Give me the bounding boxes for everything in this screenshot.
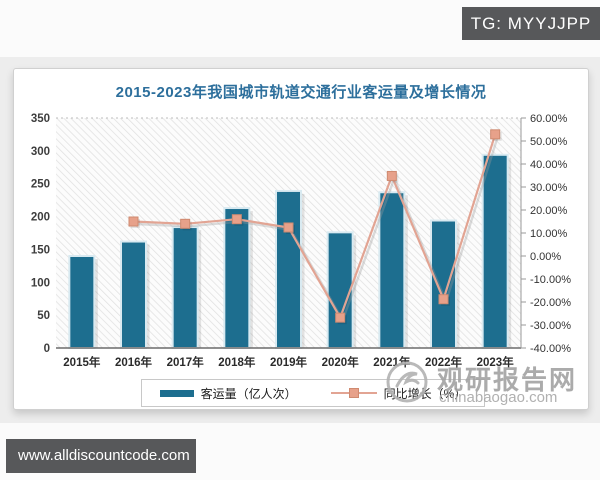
x-axis-labels: 2015年 2016年 2017年 2018年 2019年 2020年 2021年 2022年…	[63, 355, 514, 369]
line-marker	[283, 222, 294, 233]
line-marker	[128, 216, 139, 227]
growth-markers	[128, 129, 502, 325]
tg-badge-text: TG: MYYJJPP	[470, 13, 592, 33]
svg-text:150: 150	[31, 244, 50, 256]
bottom-url-bar: www.alldiscountcode.com	[6, 439, 196, 473]
svg-text:-10.00%: -10.00%	[530, 274, 571, 286]
chart-title: 2015-2023年我国城市轨道交通行业客运量及增长情况	[115, 84, 487, 101]
svg-text:2020年: 2020年	[322, 355, 360, 369]
bottom-url-text: www.alldiscountcode.com	[18, 447, 190, 464]
svg-text:2016年: 2016年	[115, 355, 153, 369]
growth-line	[133, 133, 497, 321]
svg-text:10.00%: 10.00%	[530, 228, 568, 240]
chart-card: 2015-2023年我国城市轨道交通行业客运量及增长情况 0 50 100 150 20…	[13, 68, 589, 410]
svg-text:2021年: 2021年	[373, 355, 411, 369]
svg-text:2017年: 2017年	[167, 355, 205, 369]
svg-text:-30.00%: -30.00%	[530, 320, 571, 332]
line-series-swatch-icon	[330, 388, 377, 398]
bar-series-swatch-icon	[159, 389, 194, 397]
bar	[68, 255, 96, 349]
line-marker	[180, 218, 191, 229]
bar	[275, 189, 302, 349]
legend-label: 同比增长（%）	[383, 386, 467, 401]
svg-text:50.00%: 50.00%	[530, 136, 568, 148]
chinabaogao-logo-icon	[386, 361, 428, 403]
bar	[223, 207, 251, 349]
chart-canvas: 0 50 100 150 200 250 300 350 -40.00% -30.00% -20.0…	[31, 113, 571, 369]
svg-text:0: 0	[44, 343, 50, 355]
svg-text:-40.00%: -40.00%	[530, 343, 571, 355]
svg-text:350: 350	[31, 113, 50, 125]
svg-text:2023年: 2023年	[477, 355, 515, 369]
legend-item-passenger-volume: 客运量（亿人次）	[159, 385, 297, 402]
bar	[430, 219, 457, 349]
bar	[326, 231, 354, 349]
line-marker	[231, 214, 242, 225]
bar	[120, 240, 147, 350]
legend-item-yoy-growth: 同比增长（%）	[330, 385, 467, 402]
svg-text:20.00%: 20.00%	[530, 205, 568, 217]
chart-legend: 客运量（亿人次） 同比增长（%）	[141, 379, 485, 407]
line-marker	[386, 170, 397, 181]
svg-text:300: 300	[31, 146, 50, 158]
bar	[378, 191, 406, 349]
watermark-brand: 观研报告网	[437, 365, 578, 395]
svg-text:60.00%: 60.00%	[530, 113, 568, 125]
svg-text:2015年: 2015年	[63, 355, 101, 369]
bar	[171, 226, 199, 349]
svg-text:-20.00%: -20.00%	[530, 297, 571, 309]
svg-text:200: 200	[31, 212, 50, 224]
line-marker	[438, 294, 449, 305]
bars-group	[68, 153, 512, 350]
watermark-domain: chinabaogao.com	[439, 389, 558, 406]
bar	[481, 153, 509, 349]
svg-text:2018年: 2018年	[218, 355, 256, 369]
svg-text:50: 50	[37, 310, 50, 322]
svg-text:40.00%: 40.00%	[530, 159, 568, 171]
svg-text:250: 250	[31, 179, 50, 191]
line-marker	[335, 312, 346, 323]
line-marker	[490, 129, 501, 140]
tg-badge: TG: MYYJJPP	[462, 7, 600, 40]
svg-text:30.00%: 30.00%	[530, 182, 568, 194]
right-axis-labels: -40.00% -30.00% -20.00% -10.00% 0.00% 10.00% 2…	[521, 113, 571, 355]
svg-text:2022年: 2022年	[425, 355, 463, 369]
watermark: 观研报告网 chinabaogao.com	[385, 356, 595, 412]
legend-label: 客运量（亿人次）	[200, 386, 297, 401]
svg-text:0.00%: 0.00%	[530, 251, 561, 263]
left-axis-labels: 0 50 100 150 200 250 300 350	[31, 113, 50, 355]
svg-text:2019年: 2019年	[270, 355, 308, 369]
svg-text:100: 100	[31, 277, 50, 289]
